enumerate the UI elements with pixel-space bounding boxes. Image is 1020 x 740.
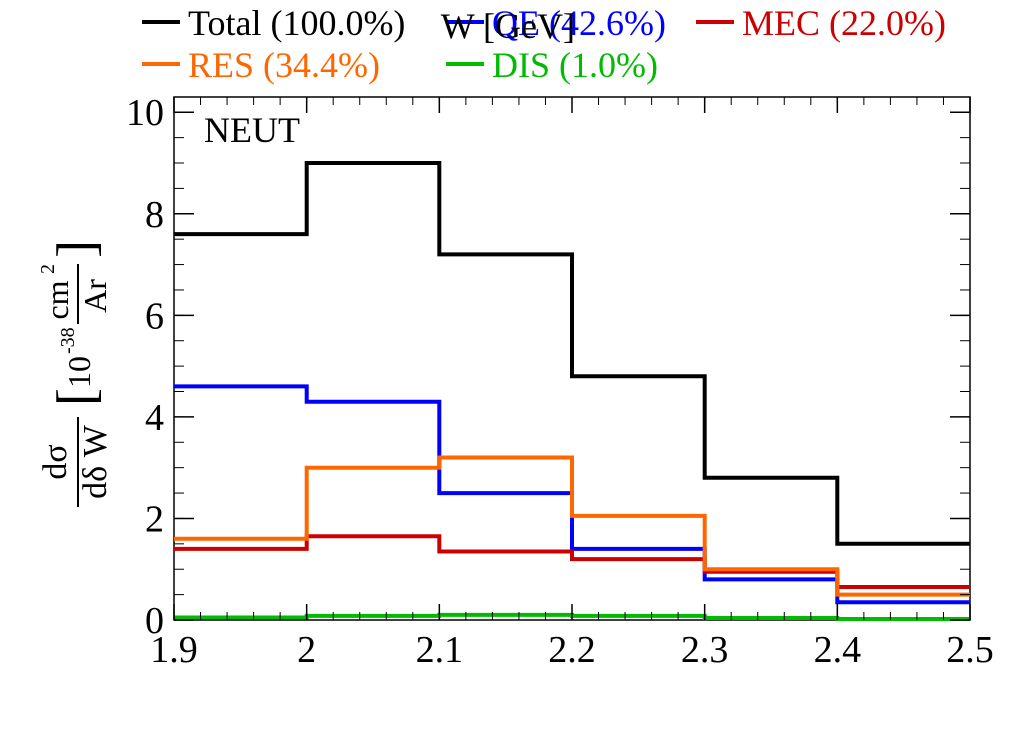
y-tick-label: 0: [145, 600, 164, 642]
x-tick-label: 2.4: [814, 629, 862, 671]
y-tick-label: 8: [145, 194, 164, 236]
y-axis-label: dσ dδ W [ 10 -38 cm 2 Ar ]: [37, 240, 114, 507]
y-tick-label: 4: [145, 397, 164, 439]
series-line-0: [174, 161, 970, 546]
series-layer: [174, 161, 970, 621]
y-label-bracket-left: [: [46, 388, 106, 406]
y-label-units-num: cm: [39, 280, 75, 319]
y-tick-label: 2: [145, 498, 164, 540]
generator-label: NEUT: [204, 110, 300, 150]
legend-label: QE (42.6%): [492, 3, 666, 43]
x-tick-label: 2.2: [548, 629, 596, 671]
series-line-3: [174, 455, 970, 597]
y-label-units-exp: -38: [57, 327, 79, 354]
x-tick-label: 2.1: [416, 629, 464, 671]
y-label-denominator: dδ W: [77, 424, 114, 499]
y-tick-label: 6: [145, 295, 164, 337]
y-label-units-num-exp: 2: [37, 264, 59, 274]
legend-label: Total (100.0%): [188, 3, 405, 43]
legend: Total (100.0%) QE (42.6%) MEC (22.0%) RES (…: [142, 3, 946, 85]
legend-label: DIS (1.0%): [492, 45, 658, 85]
y-label-numerator: dσ: [37, 444, 74, 479]
y-label-bracket-right: ]: [46, 240, 106, 258]
x-axis-label: W [GeV]: [441, 6, 575, 46]
x-tick-label: 2: [297, 629, 316, 671]
y-label-units-den: Ar: [77, 279, 113, 313]
y-tick-label: 10: [126, 92, 164, 134]
y-label-units-prefix: 10: [61, 356, 97, 388]
x-tick-label: 2.5: [946, 629, 994, 671]
legend-label: RES (34.4%): [188, 45, 380, 85]
legend-label: MEC (22.0%): [742, 3, 946, 43]
x-tick-label: 2.3: [681, 629, 729, 671]
x-tick-label: 1.9: [150, 629, 198, 671]
ticks: 1.9 2 2.1 2.2 2.3 2.4 2.5 0 2 4 6 8 10: [126, 92, 994, 671]
